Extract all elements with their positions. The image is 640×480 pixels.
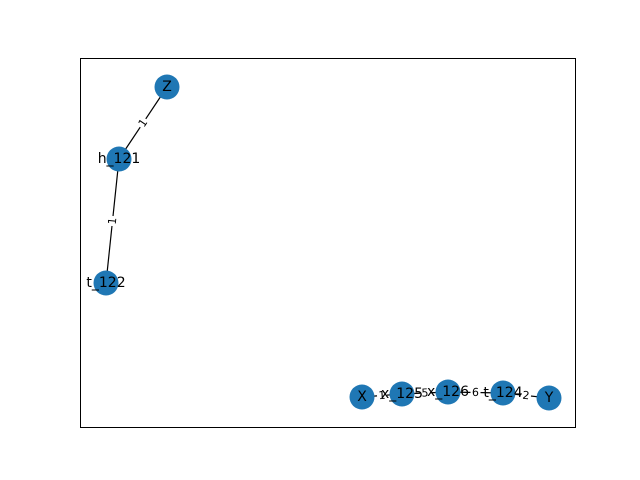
node-t_122 (93, 270, 119, 296)
edge-label: 5 (421, 386, 429, 399)
nodes-layer: Zh_121 t_122 X x_125 x_126 t_124 Y (86, 74, 562, 411)
node-label: t_122 (86, 275, 125, 291)
edge-label: 1 (106, 217, 120, 225)
plot-frame (80, 58, 576, 428)
node-label: Y (544, 390, 554, 406)
edge-label: 6 (472, 386, 479, 399)
node-label: X (357, 389, 367, 405)
node-label: x_125 (381, 386, 423, 402)
edge-label-background (105, 215, 120, 227)
edge-label-background (520, 388, 532, 403)
node-Z (154, 74, 180, 100)
edge-labels-layer: 111 5 6 2 (105, 114, 532, 403)
edge-label-background (470, 385, 481, 400)
edges-layer (105, 86, 550, 399)
node-label: x_126 (427, 384, 469, 400)
node-label: Z (162, 79, 172, 95)
edge-label-background (419, 385, 431, 401)
node-x_125 (389, 381, 415, 407)
node-X (349, 384, 375, 410)
edge-label-background (134, 114, 152, 132)
node-t_124 (490, 380, 516, 406)
node-label: t_124 (483, 385, 522, 401)
edge-label: 2 (522, 389, 530, 403)
edge-label: 1 (378, 389, 386, 402)
node-label: h_121 (98, 151, 141, 167)
node-h_121 (106, 146, 132, 172)
edge-label-background (376, 388, 388, 403)
node-x_126 (435, 379, 461, 405)
node-Y (536, 385, 562, 411)
